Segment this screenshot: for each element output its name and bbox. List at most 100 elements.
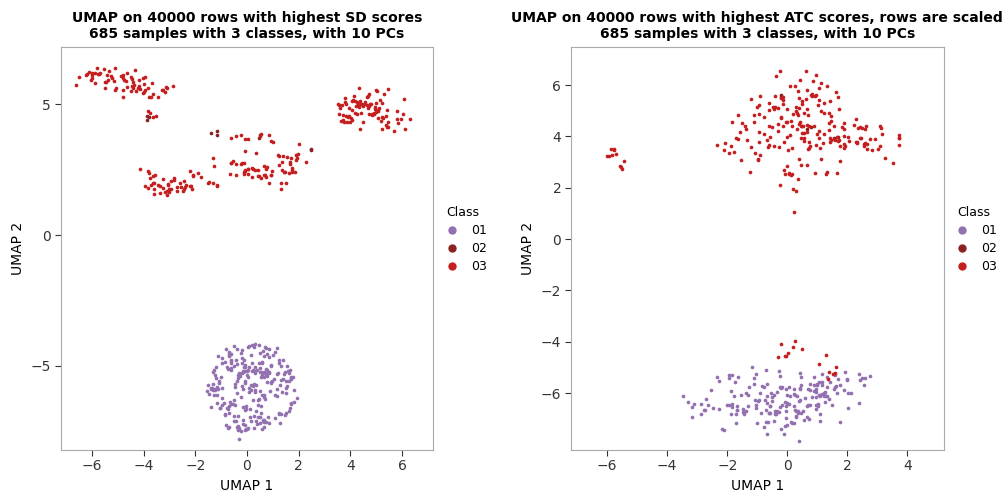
Point [98, 78, 114, 86]
Point [226, 396, 242, 404]
Point [730, 135, 746, 143]
Point [233, 393, 249, 401]
Point [748, 401, 764, 409]
Point [772, 114, 788, 122]
Point [181, 167, 198, 175]
Point [792, 373, 808, 382]
Point [241, 135, 257, 143]
Point [788, 125, 804, 133]
Point [263, 171, 279, 179]
Point [601, 152, 617, 160]
Point [735, 408, 751, 416]
Point [155, 184, 171, 193]
Point [237, 367, 253, 375]
Point [193, 173, 209, 181]
Point [768, 410, 784, 418]
Point [810, 134, 827, 142]
Point [277, 368, 293, 376]
Point [808, 130, 825, 138]
Point [795, 135, 811, 143]
Point [287, 168, 303, 176]
Point [829, 88, 845, 96]
Point [788, 392, 804, 400]
Point [119, 83, 135, 91]
Point [256, 393, 272, 401]
Point [728, 134, 744, 142]
Point [209, 384, 225, 392]
Point [823, 378, 839, 386]
Point [136, 80, 152, 88]
Point [222, 352, 238, 360]
Point [87, 69, 103, 77]
Point [269, 370, 285, 378]
Point [185, 172, 202, 180]
Point [803, 123, 820, 131]
Point [206, 386, 222, 394]
Point [246, 381, 262, 389]
Point [233, 132, 249, 140]
Point [834, 123, 850, 131]
Point [826, 136, 842, 144]
Point [710, 373, 726, 381]
Point [256, 171, 272, 179]
Point [366, 109, 382, 117]
Point [379, 106, 395, 114]
Point [259, 350, 275, 358]
Point [727, 378, 743, 386]
Point [340, 112, 356, 120]
Point [730, 373, 746, 381]
Point [259, 371, 275, 380]
Point [798, 105, 814, 113]
Point [862, 372, 878, 381]
Point [761, 409, 777, 417]
Point [223, 400, 239, 408]
Point [756, 113, 772, 121]
Point [777, 414, 793, 422]
Point [786, 208, 802, 216]
Point [780, 146, 796, 154]
Point [263, 379, 279, 387]
Point [209, 181, 225, 189]
Point [772, 67, 788, 75]
Point [766, 142, 782, 150]
Point [812, 79, 829, 87]
Point [247, 363, 263, 371]
Point [263, 171, 279, 179]
Point [740, 402, 756, 410]
Point [368, 107, 384, 115]
Point [88, 79, 104, 87]
Point [141, 169, 157, 177]
Point [339, 118, 355, 126]
Point [256, 423, 272, 431]
Point [173, 182, 190, 191]
X-axis label: UMAP 1: UMAP 1 [221, 479, 273, 493]
Point [374, 99, 390, 107]
Point [212, 380, 228, 388]
Point [349, 98, 365, 106]
Point [799, 86, 815, 94]
Point [241, 363, 257, 371]
Point [237, 170, 253, 178]
Point [107, 86, 123, 94]
Point [267, 391, 283, 399]
Point [696, 406, 712, 414]
Point [763, 389, 779, 397]
Point [767, 407, 783, 415]
Point [771, 366, 787, 374]
Point [744, 363, 760, 371]
Point [237, 167, 253, 175]
Point [247, 149, 263, 157]
Point [237, 377, 253, 385]
Point [753, 409, 769, 417]
Point [857, 139, 873, 147]
Point [347, 92, 363, 100]
Point [261, 419, 277, 427]
Point [354, 100, 370, 108]
Point [832, 157, 848, 165]
Point [824, 136, 840, 144]
Point [258, 173, 274, 181]
Point [233, 160, 249, 168]
Point [839, 375, 855, 384]
Point [759, 380, 775, 388]
Point [217, 410, 233, 418]
